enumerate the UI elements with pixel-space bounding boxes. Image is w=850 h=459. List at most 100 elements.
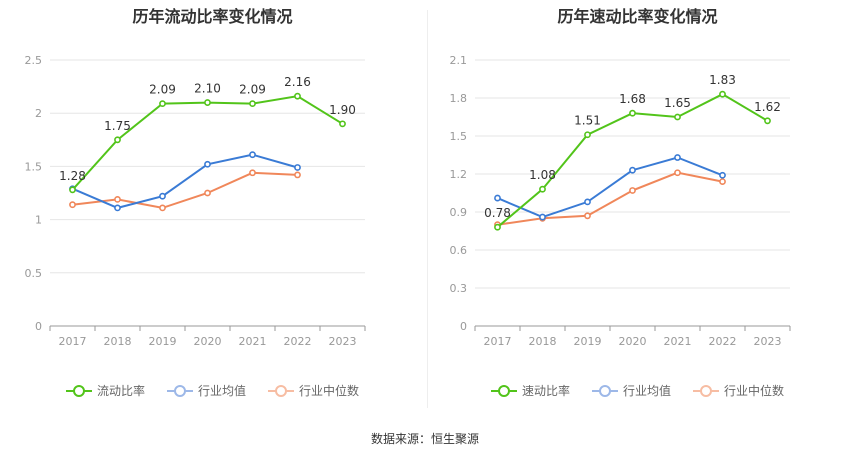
- quick-ratio-chart: 0 0.3 0.6 0.9 1.2 1.5 1.8 2.1 2017 2018 2019 2020 20…: [450, 54, 791, 348]
- x-tick-label: 2017: [59, 335, 87, 348]
- main-series-point: [114, 136, 121, 144]
- industry-median-series-point: [719, 178, 726, 185]
- legend-item-industry-average[interactable]: 行业均值: [166, 382, 246, 399]
- industry-average-series-point: [539, 213, 546, 221]
- x-tick-label: 2021: [239, 335, 267, 348]
- y-tick-label: 0.5: [25, 267, 43, 280]
- industry-average-series-point: [719, 171, 726, 179]
- main-series-point: [539, 185, 546, 193]
- y-tick-label: 0.6: [450, 244, 468, 257]
- main-series-point: [249, 100, 256, 108]
- industry-average-series-point: [204, 160, 211, 168]
- data-label: 1.08: [529, 168, 556, 182]
- data-label: 1.75: [104, 119, 131, 133]
- legend-label-industry-average: 行业均值: [622, 384, 671, 398]
- legend-item-main[interactable]: 速动比率: [490, 382, 570, 399]
- main-series-point: [69, 186, 76, 194]
- y-tick-label: 2.5: [25, 54, 43, 67]
- y-tick-label: 0.3: [450, 282, 468, 295]
- x-tick-label: 2017: [484, 335, 512, 348]
- industry-average-series-point: [159, 192, 166, 200]
- x-tick-label: 2019: [574, 335, 602, 348]
- data-label: 2.16: [284, 75, 311, 89]
- industry-average-series-point: [674, 154, 681, 161]
- x-tick-label: 2022: [284, 335, 312, 348]
- chart-panel-quick-ratio: 历年速动比率变化情况 0 0.3 0.6 0.9 1.2 1.5 1.8 2.1 2017 201…: [425, 0, 850, 420]
- main-series-point: [584, 131, 591, 139]
- main-series-point: [494, 223, 501, 231]
- y-tick-label: 0: [35, 320, 42, 333]
- legend-label-industry-median: 行业中位数: [299, 384, 360, 398]
- main-series-point: [764, 117, 771, 125]
- industry-median-series-point: [294, 171, 301, 179]
- y-tick-label: 2.1: [450, 54, 468, 67]
- legend: 流动比率 行业均值 行业中位数: [0, 382, 425, 399]
- industry-median-series-point: [674, 169, 681, 177]
- industry-median-series-point: [69, 201, 76, 209]
- legend-label-main: 流动比率: [96, 384, 145, 398]
- x-tick-label: 2023: [329, 335, 357, 348]
- data-label: 2.09: [149, 83, 176, 97]
- main-series-point: [204, 99, 211, 106]
- x-tick-label: 2023: [754, 335, 782, 348]
- x-tick-label: 2019: [149, 335, 177, 348]
- main-series-point: [674, 113, 681, 121]
- industry-average-series-line: [72, 153, 298, 209]
- y-tick-label: 1.2: [450, 168, 468, 181]
- main-series-point: [294, 92, 301, 100]
- data-label: 1.62: [754, 100, 781, 114]
- y-tick-label: 0: [460, 320, 467, 333]
- legend-item-industry-average[interactable]: 行业均值: [591, 382, 671, 399]
- x-tick-label: 2020: [194, 335, 222, 348]
- current-ratio-chart: 0 0.5 1 1.5 2 2.5 2017 2018 2019 2020 2021 2022 2023…: [25, 54, 366, 348]
- legend-item-main[interactable]: 流动比率: [65, 382, 145, 399]
- data-label: 1.90: [329, 103, 356, 117]
- legend-item-industry-median[interactable]: 行业中位数: [268, 382, 359, 399]
- industry-median-series-point: [204, 189, 211, 197]
- industry-average-series-point: [294, 164, 301, 171]
- y-tick-label: 1.8: [450, 92, 468, 105]
- y-tick-label: 0.9: [450, 206, 468, 219]
- industry-average-series-point: [114, 204, 121, 212]
- data-label: 0.78: [484, 206, 511, 220]
- y-tick-label: 1: [35, 214, 42, 227]
- industry-median-series-point: [584, 212, 591, 220]
- industry-median-series-line: [497, 171, 723, 226]
- y-tick-label: 2: [35, 107, 42, 120]
- x-tick-label: 2021: [664, 335, 692, 348]
- legend-median-marker-icon: [693, 384, 719, 398]
- data-label: 2.10: [194, 82, 221, 96]
- main-series-point: [629, 109, 636, 117]
- industry-median-series-point: [159, 204, 166, 212]
- main-series-line: [71, 95, 344, 191]
- legend-label-industry-median: 行业中位数: [724, 384, 785, 398]
- industry-median-series-point: [249, 169, 256, 177]
- main-series-point: [339, 120, 346, 128]
- industry-average-series-point: [249, 151, 256, 159]
- industry-average-series-point: [584, 198, 591, 206]
- industry-median-series-line: [72, 171, 298, 209]
- x-tick-label: 2020: [619, 335, 647, 348]
- industry-median-series-point: [114, 195, 121, 203]
- y-tick-label: 1.5: [25, 160, 43, 173]
- legend-average-marker-icon: [591, 384, 618, 398]
- legend-main-marker-icon: [65, 384, 92, 398]
- legend-label-industry-average: 行业均值: [197, 384, 246, 398]
- data-source-note: 数据来源：恒生聚源: [370, 432, 479, 446]
- data-label: 1.83: [709, 73, 736, 87]
- data-label: 1.51: [574, 114, 601, 128]
- industry-median-series-point: [629, 187, 636, 194]
- main-series-point: [159, 100, 166, 108]
- legend: 速动比率 行业均值 行业中位数: [425, 382, 850, 399]
- x-tick-label: 2022: [709, 335, 737, 348]
- chart-panel-current-ratio: 历年流动比率变化情况 0 0.5 1 1.5 2 2.5 2017 2018 2019 2020 2…: [0, 0, 425, 420]
- x-tick-label: 2018: [529, 335, 557, 348]
- chart-title: 历年流动比率变化情况: [132, 7, 293, 26]
- main-series-point: [719, 90, 726, 98]
- data-label: 1.65: [664, 96, 691, 110]
- industry-average-series-line: [497, 156, 723, 219]
- x-tick-label: 2018: [104, 335, 132, 348]
- legend-item-industry-median[interactable]: 行业中位数: [693, 382, 784, 399]
- legend-average-marker-icon: [166, 384, 193, 398]
- chart-title: 历年速动比率变化情况: [557, 7, 718, 26]
